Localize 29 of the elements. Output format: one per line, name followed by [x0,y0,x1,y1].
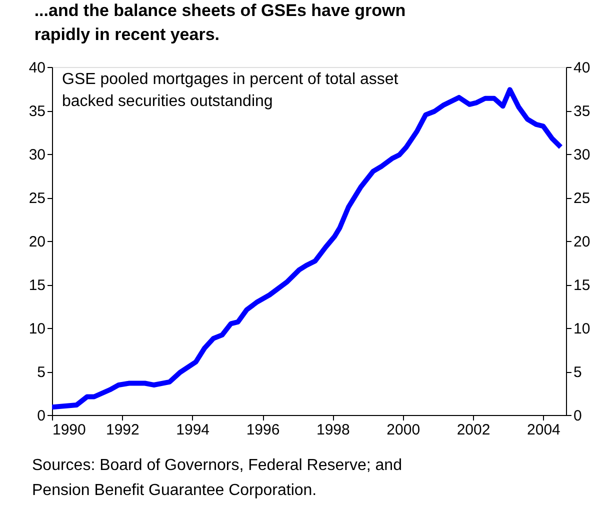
y2-tick-label: 15 [574,277,590,294]
x-tick-label: 2004 [527,422,560,438]
chart-title: ...and the balance sheets of GSEs have grown rapidly in recent years. [34,1,406,44]
source-note: Sources: Board of Governors, Federal Reserve; and Pension Benefit Guarantee Corporation. [32,457,402,499]
y-tick-label: 0 [37,408,46,424]
y-tick-label: 30 [28,146,46,164]
x-tick-label: 2002 [456,422,490,438]
y2-tick-label: 20 [574,234,590,250]
y2-tick-label: 30 [574,146,590,164]
x-tick-label: 1998 [316,422,350,438]
y-tick-label: 25 [28,190,46,207]
y2-tick-label: 10 [574,320,590,338]
y2-tick-label: 40 [574,60,590,76]
x-tick-label: 1992 [106,422,140,438]
y-tick-label: 5 [37,364,46,381]
x-tick-label: 1994 [176,422,210,438]
y-tick-label: 15 [28,277,46,294]
x-tick-label: 1990 [52,422,86,438]
x-tick-label: 2000 [386,422,420,438]
y2-tick-label: 35 [574,103,590,120]
y-tick-label: 10 [28,320,46,338]
y2-tick-label: 0 [574,408,582,424]
y-tick-label: 40 [28,60,46,76]
y-tick-label: 35 [28,103,46,120]
x-tick-label: 1996 [246,422,280,438]
y2-tick-label: 25 [574,190,590,207]
annotation: GSE pooled mortgages in percent of total asset backed securities outstanding [62,71,399,110]
y2-tick-label: 5 [574,364,582,381]
y-tick-label: 20 [28,234,46,250]
